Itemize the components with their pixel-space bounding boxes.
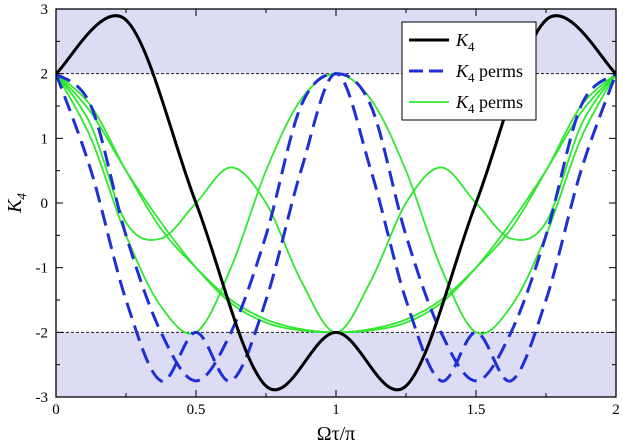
- legend-label-2: K4 perms: [455, 92, 523, 116]
- series-line-2: [56, 72, 616, 383]
- x-tick-label: 0: [52, 402, 60, 418]
- y-tick-label: 0: [41, 196, 49, 212]
- x-tick-label: 1: [332, 402, 340, 418]
- y-tick-label: 2: [41, 67, 49, 83]
- x-axis-label: Ωτ/π: [317, 423, 356, 445]
- legend: K4 K4 perms K4 perms: [401, 21, 537, 121]
- y-tick-label: -1: [36, 261, 49, 277]
- y-tick-label: -3: [36, 390, 49, 406]
- x-tick-label: 0.5: [187, 402, 206, 418]
- y-tick-label: 1: [41, 131, 49, 147]
- legend-label-0: K4: [455, 30, 475, 54]
- x-tick-label: 2: [612, 402, 620, 418]
- y-tick-label: -2: [36, 325, 49, 341]
- tick-labels: 0 0.5 1 1.5 2 -3 -2 -1 0 1 2 3: [36, 2, 620, 418]
- svg-text:K4: K4: [4, 193, 29, 214]
- y-axis-label-sub: 4: [14, 193, 29, 200]
- axis-ticks: [55, 8, 617, 398]
- y-axis-label: K4: [4, 193, 29, 214]
- y-axis-label-main: K: [4, 198, 26, 214]
- legend-box: [401, 21, 537, 121]
- y-tick-label: 3: [41, 2, 49, 18]
- x-tick-label: 1.5: [467, 402, 486, 418]
- legend-label-1: K4 perms: [455, 61, 523, 85]
